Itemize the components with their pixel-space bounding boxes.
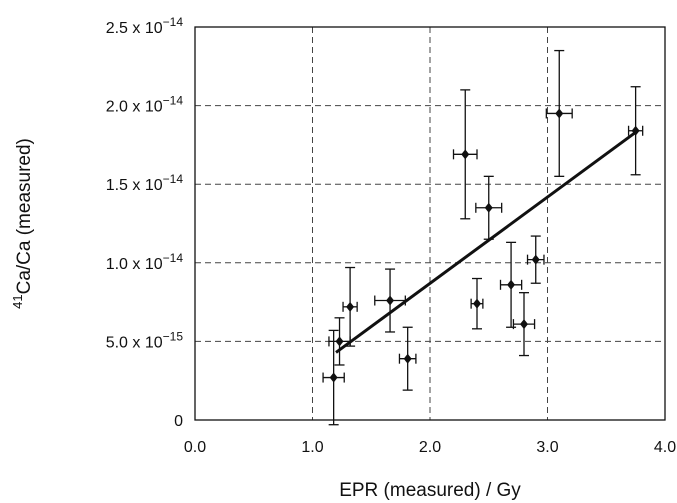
data-point [627,86,644,176]
x-axis-title: EPR (measured) / Gy [339,480,521,501]
data-point [374,268,406,333]
x-tick-label: 0.0 [184,439,206,456]
data-point [545,49,573,177]
diamond-marker [531,254,540,265]
diamond-marker [386,295,395,306]
data-point [470,277,484,330]
diamond-marker [346,301,355,312]
data-point [342,266,358,347]
points-layer [322,49,644,426]
diamond-marker [484,202,493,213]
data-point [526,235,545,284]
diamond-marker [631,125,640,136]
y-axis-title-superscript: 41 [10,294,25,308]
x-tick-label: 3.0 [536,439,558,456]
diamond-marker [520,319,528,330]
data-point [475,175,503,240]
data-point [328,317,351,366]
diamond-marker [335,336,344,347]
diamond-marker [329,372,338,383]
y-axis-title: 41Ca/Ca (measured) [10,138,35,309]
data-point [322,329,345,426]
diamond-marker [507,279,516,290]
data-point [499,241,523,328]
x-tick-label: 1.0 [301,439,323,456]
y-tick-label: 0 [174,413,183,430]
x-tick-label: 2.0 [419,439,441,456]
diamond-marker [403,353,412,364]
x-tick-labels: 0.0 1.0 2.0 3.0 4.0 [184,439,676,456]
y-axis-title-main: Ca/Ca (measured) [14,138,35,294]
data-point [398,326,417,391]
y-tick-label: 2.5 x 10−14 [106,15,184,37]
y-tick-label: 5.0 x 10−15 [106,329,184,351]
fit-layer [335,131,637,354]
plot-area [194,26,666,421]
y-tick-label: 1.0 x 10−14 [106,251,184,273]
data-point [512,292,536,357]
data-point [452,89,478,220]
grid-layer [195,27,665,420]
fit-line [335,131,637,354]
y-tick-labels: 0 5.0 x 10−15 1.0 x 10−14 1.5 x 10−14 2.0 x … [106,15,184,430]
x-tick-label: 4.0 [654,439,676,456]
diamond-marker [555,108,564,119]
y-tick-label: 1.5 x 10−14 [106,172,184,194]
diamond-marker [473,298,481,309]
diamond-marker [461,149,470,160]
y-tick-label: 2.0 x 10−14 [106,94,184,116]
